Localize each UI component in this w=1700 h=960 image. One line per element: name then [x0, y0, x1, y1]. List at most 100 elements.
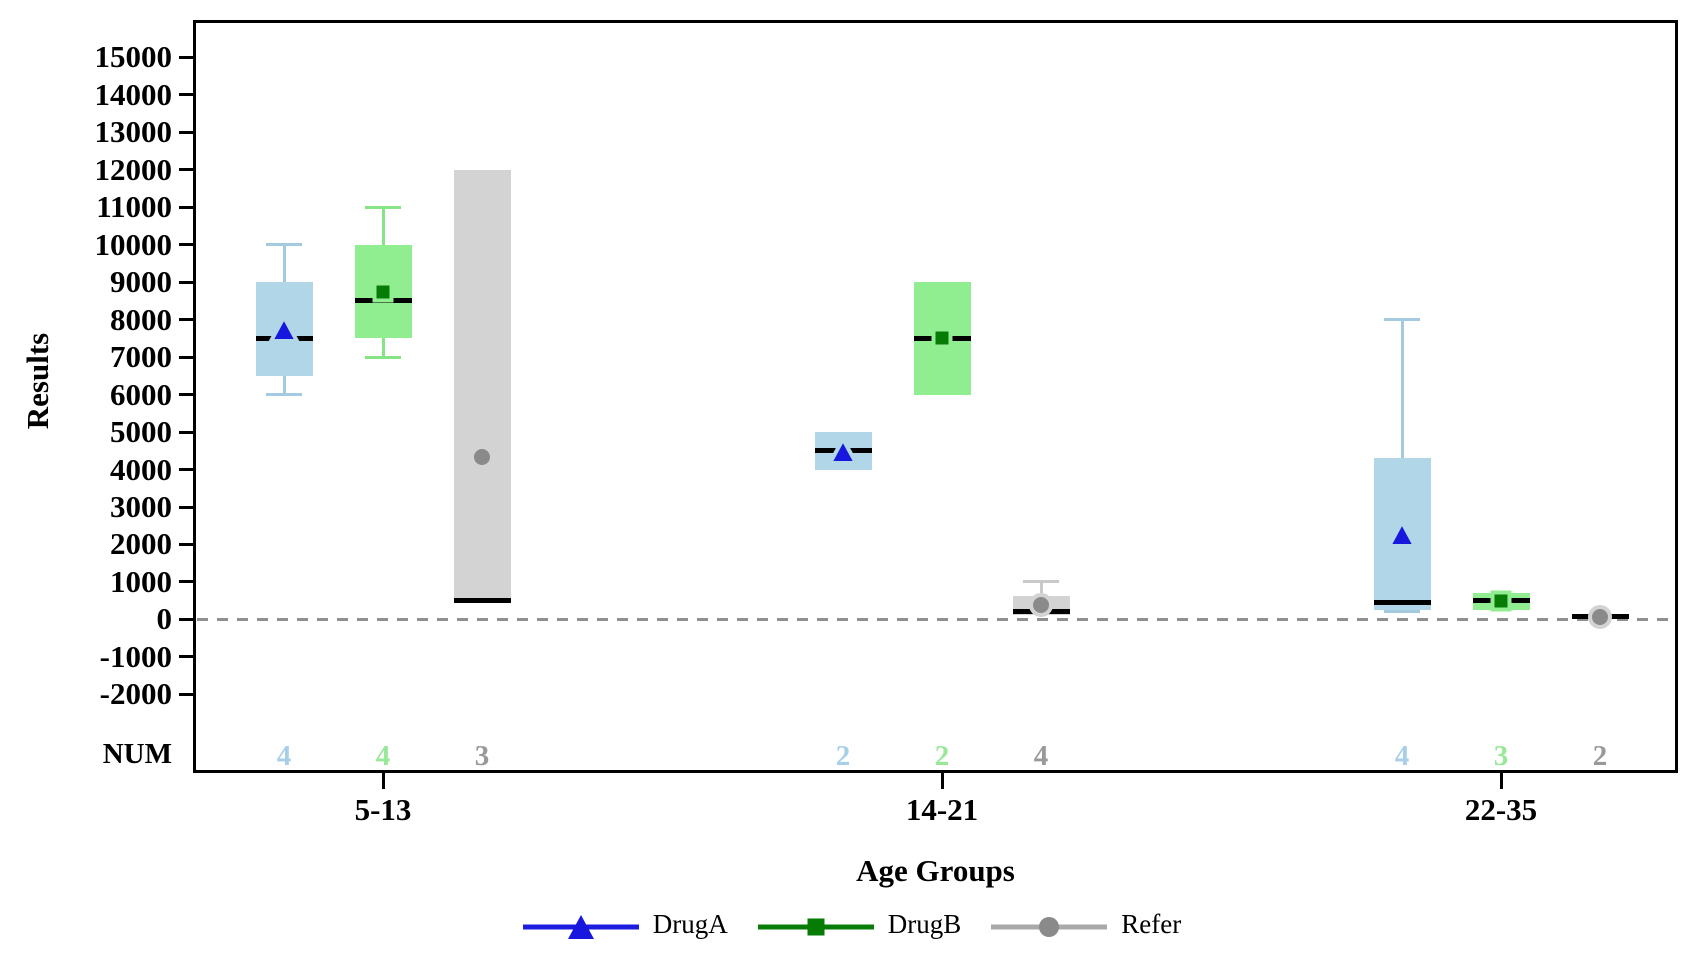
x-axis-title: Age Groups: [856, 853, 1015, 888]
y-tick-label: -1000: [99, 638, 172, 674]
refer-mean-marker: [1025, 589, 1057, 621]
x-tick-mark: [940, 773, 944, 789]
refer-count: 2: [1592, 740, 1608, 772]
y-tick-label: 13000: [94, 114, 173, 150]
y-tick-label: -2000: [99, 676, 172, 712]
druga-mean-marker: [826, 434, 860, 467]
y-tick-label: 10000: [94, 226, 173, 262]
druga-lower-whisker: [283, 375, 286, 395]
y-tick-mark: [179, 243, 193, 247]
refer-mean-marker: [1584, 601, 1616, 633]
square-icon: [1490, 590, 1512, 612]
druga-upper-whisker: [1401, 319, 1404, 459]
triangle-icon: [1385, 517, 1419, 549]
y-tick-mark: [179, 55, 193, 59]
y-tick-label: 2000: [110, 526, 172, 562]
drugb-count: 2: [934, 740, 950, 772]
y-tick-label: 4000: [110, 451, 172, 487]
y-tick-label: 9000: [110, 264, 172, 300]
num-row-label: NUM: [102, 738, 172, 770]
drugb-count: 4: [375, 740, 391, 772]
y-tick-mark: [179, 580, 193, 584]
drugb-lower-whisker: [382, 338, 385, 358]
drugb-mean-marker: [1485, 585, 1517, 617]
drugb-mean-marker: [367, 276, 399, 308]
x-tick-mark: [381, 773, 385, 789]
drugb-upper-whisker-cap: [365, 205, 401, 209]
circle-icon: [470, 445, 494, 470]
y-tick-label: 8000: [110, 301, 172, 337]
druga-mean-marker: [267, 312, 301, 345]
y-tick-mark: [179, 393, 193, 397]
refer-box: [453, 169, 511, 601]
y-tick-label: 7000: [110, 339, 172, 375]
plot-area: [193, 20, 1678, 773]
druga-median-line: [1373, 600, 1431, 606]
circle-icon: [1029, 593, 1053, 618]
drugb-lower-whisker-cap: [365, 355, 401, 359]
y-tick-mark: [179, 692, 193, 696]
y-tick-mark: [179, 130, 193, 134]
legend-item-druga: DrugA: [519, 906, 728, 942]
drugb-count: 3: [1493, 740, 1509, 772]
druga-count: 4: [276, 740, 292, 772]
y-tick-label: 0: [156, 601, 173, 637]
legend-label: DrugA: [652, 908, 728, 939]
x-tick-label: 5-13: [354, 792, 412, 827]
y-tick-label: 6000: [110, 376, 172, 412]
druga-upper-whisker-cap: [1384, 318, 1420, 322]
y-tick-mark: [179, 205, 193, 209]
y-tick-mark: [179, 318, 193, 322]
druga-count: 4: [1394, 740, 1410, 772]
y-tick-mark: [179, 430, 193, 434]
square-icon: [372, 281, 394, 303]
legend-label: DrugB: [887, 908, 962, 939]
y-tick-label: 5000: [110, 414, 172, 450]
x-tick-mark: [1499, 773, 1503, 789]
x-tick-label: 14-21: [905, 792, 979, 827]
square-icon: [931, 327, 953, 349]
drugb-upper-whisker: [382, 207, 385, 245]
legend-item-drugb: DrugB: [754, 906, 962, 942]
druga-upper-whisker-cap: [266, 243, 302, 247]
y-tick-mark: [179, 468, 193, 472]
drugb-mean-marker: [926, 322, 958, 354]
y-tick-mark: [179, 655, 193, 659]
refer-count: 4: [1033, 740, 1049, 772]
refer-mean-marker: [466, 441, 498, 473]
zero-reference-line: [197, 617, 1674, 621]
legend-item-refer: Refer: [987, 906, 1181, 942]
druga-lower-whisker-cap: [266, 393, 302, 397]
y-tick-label: 1000: [110, 563, 172, 599]
y-tick-label: 12000: [94, 151, 173, 187]
y-tick-label: 11000: [96, 189, 172, 225]
y-tick-mark: [179, 355, 193, 359]
legend-label: Refer: [1121, 908, 1182, 939]
refer-count: 3: [474, 740, 490, 772]
x-tick-label: 22-35: [1464, 792, 1538, 827]
y-tick-mark: [179, 617, 193, 621]
y-tick-label: 15000: [94, 39, 173, 75]
legend: DrugA DrugB Refer: [0, 906, 1700, 942]
triangle-legend-swatch-icon: [519, 906, 643, 942]
y-tick-mark: [179, 168, 193, 172]
druga-lower-whisker-cap: [1384, 610, 1420, 614]
y-tick-mark: [179, 93, 193, 97]
y-tick-label: 14000: [94, 76, 173, 112]
druga-upper-whisker: [283, 244, 286, 283]
y-tick-label: 3000: [110, 489, 172, 524]
circle-legend-swatch-icon: [987, 906, 1111, 942]
circle-icon: [1588, 604, 1612, 629]
triangle-icon: [267, 312, 301, 344]
refer-upper-whisker: [1040, 581, 1043, 596]
y-tick-mark: [179, 280, 193, 284]
refer-upper-whisker-cap: [1023, 580, 1059, 584]
druga-mean-marker: [1385, 517, 1419, 550]
y-tick-mark: [179, 542, 193, 546]
refer-median-line: [453, 598, 511, 604]
y-tick-mark: [179, 505, 193, 509]
square-legend-swatch-icon: [754, 906, 878, 942]
triangle-icon: [826, 434, 860, 465]
druga-count: 2: [835, 740, 851, 772]
